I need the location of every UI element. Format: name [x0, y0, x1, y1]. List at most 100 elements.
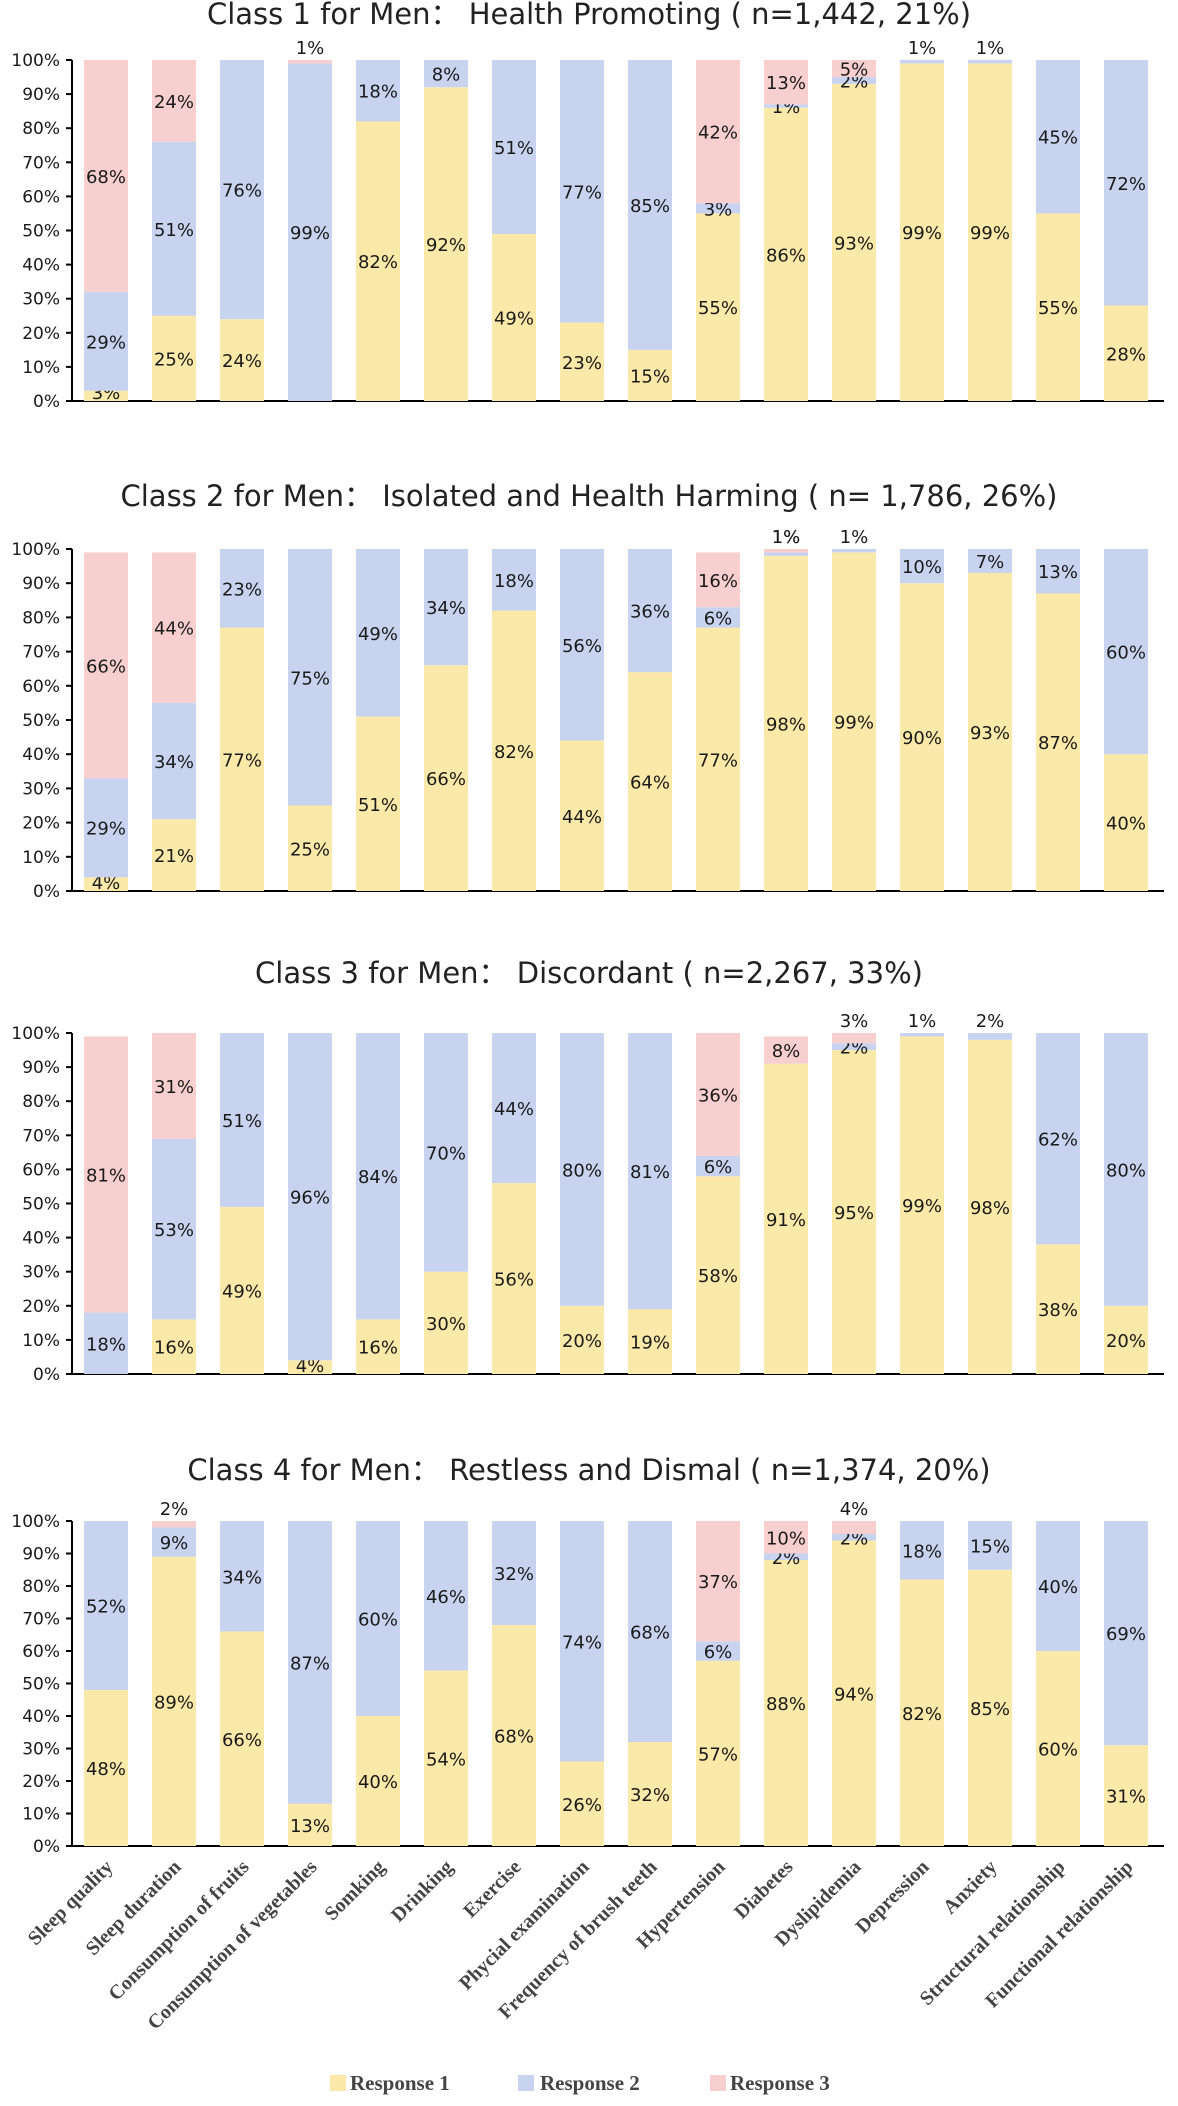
bar-response-1-consumption-of-fruits: [220, 1206, 264, 1374]
y-tick-label: 10%: [22, 1331, 60, 1351]
data-label-response-2-structural-relationship: 40%: [1038, 1577, 1078, 1598]
y-tick-label: 70%: [22, 1610, 60, 1630]
data-label-response-2-drinking: 8%: [432, 65, 461, 86]
legend-label-response-2: Response 2: [540, 2071, 640, 2095]
bar-response-2-phycial-examination: [560, 1521, 604, 1762]
data-label-response-1-sleep-quality: 4%: [92, 873, 121, 894]
bar-response-1-frequency-of-brush-teeth: [628, 672, 672, 891]
y-tick-label: 50%: [22, 711, 60, 731]
chart-panel-4: Class 4 for Men： Restless and Dismal ( n…: [11, 1453, 1164, 1857]
y-tick-label: 10%: [22, 358, 60, 378]
data-label-response-2-sleep-quality: 29%: [86, 332, 126, 353]
bar-response-2-structural-relationship: [1036, 549, 1080, 594]
y-tick-label: 20%: [22, 324, 60, 344]
bar-response-1-anxiety: [968, 1039, 1012, 1374]
y-tick-label: 20%: [22, 814, 60, 834]
bar-response-2-somking: [356, 1521, 400, 1716]
y-tick-label: 80%: [22, 119, 60, 139]
y-tick-label: 0%: [33, 882, 60, 902]
data-label-response-2-anxiety: 15%: [970, 1536, 1010, 1557]
bar-response-2-hypertension: [696, 203, 740, 214]
bar-response-3-sleep-duration: [152, 60, 196, 142]
data-label-response-1-functional-relationship: 40%: [1106, 814, 1146, 835]
bar-response-2-consumption-of-fruits: [220, 60, 264, 320]
legend-item-response-1: Response 1: [330, 2071, 450, 2095]
bar-response-2-sleep-duration: [152, 141, 196, 316]
data-label-response-1-functional-relationship: 28%: [1106, 344, 1146, 365]
bar-response-1-frequency-of-brush-teeth: [628, 349, 672, 401]
data-label-response-2-sleep-duration: 53%: [154, 1220, 194, 1241]
bar-response-2-depression: [900, 1033, 944, 1037]
data-label-response-2-structural-relationship: 13%: [1038, 562, 1078, 583]
y-tick-label: 50%: [22, 1195, 60, 1215]
bar-response-3-sleep-quality: [84, 552, 128, 779]
bar-response-2-hypertension: [696, 607, 740, 628]
y-tick-label: 100%: [11, 51, 60, 71]
data-label-response-1-diabetes: 88%: [766, 1694, 806, 1715]
data-label-response-2-exercise: 32%: [494, 1564, 534, 1585]
data-label-response-3-sleep-quality: 81%: [86, 1166, 126, 1187]
y-tick-label: 90%: [22, 1545, 60, 1565]
bar-response-1-phycial-examination: [560, 322, 604, 401]
data-label-response-2-exercise: 18%: [494, 571, 534, 592]
bar-response-1-dyslipidemia: [832, 1050, 876, 1374]
category-label-exercise: Exercise: [459, 1856, 525, 1922]
bar-response-1-structural-relationship: [1036, 1244, 1080, 1374]
data-label-response-1-anxiety: 99%: [970, 223, 1010, 244]
bar-response-2-anxiety: [968, 1521, 1012, 1570]
legend-swatch-response-2: [518, 2075, 534, 2091]
bar-response-2-exercise: [492, 1521, 536, 1625]
bar-response-1-diabetes: [764, 1063, 808, 1374]
bar-response-1-exercise: [492, 1625, 536, 1846]
bar-response-1-drinking: [424, 1670, 468, 1846]
y-tick-label: 30%: [22, 290, 60, 310]
y-tick-label: 30%: [22, 779, 60, 799]
data-label-response-1-frequency-of-brush-teeth: 15%: [630, 366, 670, 387]
y-tick-label: 70%: [22, 153, 60, 173]
legend-label-response-3: Response 3: [730, 2071, 830, 2095]
bar-response-2-dyslipidemia: [832, 77, 876, 84]
data-label-response-2-somking: 18%: [358, 82, 398, 103]
bar-response-1-diabetes: [764, 555, 808, 891]
bar-response-1-depression: [900, 1036, 944, 1374]
bar-response-3-hypertension: [696, 552, 740, 608]
data-label-response-1-frequency-of-brush-teeth: 19%: [630, 1333, 670, 1354]
bar-response-2-functional-relationship: [1104, 1033, 1148, 1306]
data-label-response-3-hypertension: 36%: [698, 1085, 738, 1106]
data-label-response-1-structural-relationship: 55%: [1038, 298, 1078, 319]
bar-response-1-functional-relationship: [1104, 754, 1148, 891]
y-tick-label: 60%: [22, 677, 60, 697]
bar-response-2-drinking: [424, 1521, 468, 1671]
data-label-response-1-somking: 40%: [358, 1772, 398, 1793]
data-label-response-2-functional-relationship: 60%: [1106, 643, 1146, 664]
category-label-depression: Depression: [851, 1856, 933, 1938]
bar-response-2-consumption-of-vegetables: [288, 1033, 332, 1361]
data-label-response-2-consumption-of-fruits: 76%: [222, 181, 262, 202]
bar-response-2-consumption-of-vegetables: [288, 63, 332, 401]
data-label-response-2-sleep-duration: 34%: [154, 752, 194, 773]
data-label-response-2-hypertension: 6%: [704, 1157, 733, 1178]
data-label-response-2-functional-relationship: 69%: [1106, 1624, 1146, 1645]
y-tick-label: 60%: [22, 1160, 60, 1180]
bar-response-2-diabetes: [764, 104, 808, 108]
y-tick-label: 10%: [22, 1805, 60, 1825]
bar-response-3-sleep-duration: [152, 1521, 196, 1528]
bar-response-2-dyslipidemia: [832, 1534, 876, 1541]
bar-response-3-dyslipidemia: [832, 60, 876, 78]
data-label-response-2-sleep-quality: 52%: [86, 1597, 126, 1618]
bar-response-1-somking: [356, 716, 400, 891]
data-label-response-1-phycial-examination: 20%: [562, 1331, 602, 1352]
data-label-response-1-somking: 82%: [358, 252, 398, 273]
bar-response-2-diabetes: [764, 552, 808, 556]
bar-response-2-somking: [356, 549, 400, 717]
y-tick-label: 0%: [33, 1365, 60, 1385]
bar-response-1-sleep-quality: [84, 390, 128, 401]
data-label-response-1-dyslipidemia: 94%: [834, 1684, 874, 1705]
data-label-response-1-hypertension: 77%: [698, 750, 738, 771]
bar-response-1-anxiety: [968, 1569, 1012, 1846]
data-label-response-1-depression: 99%: [902, 223, 942, 244]
data-label-response-2-functional-relationship: 72%: [1106, 174, 1146, 195]
data-label-response-2-structural-relationship: 62%: [1038, 1130, 1078, 1151]
bar-response-3-hypertension: [696, 60, 740, 204]
category-label-drinking: Drinking: [387, 1856, 458, 1927]
